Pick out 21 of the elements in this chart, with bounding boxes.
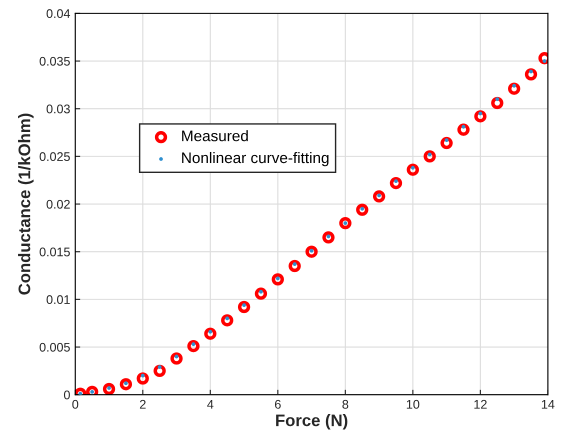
x-axis-title: Force (N) xyxy=(276,414,348,430)
legend-label: Measured xyxy=(182,130,248,142)
x-tick-label: 6 xyxy=(274,400,281,409)
x-tick-label: 2 xyxy=(140,400,146,409)
y-tick-label: 0.01 xyxy=(46,295,70,304)
y-tick-label: 0 xyxy=(64,390,70,400)
y-tick-label: 0.02 xyxy=(46,200,70,209)
x-tick-label: 12 xyxy=(474,400,487,409)
y-tick-label: 0.025 xyxy=(40,152,70,162)
x-tick-label: 14 xyxy=(542,400,554,409)
y-tick-label: 0.03 xyxy=(46,104,70,114)
y-tick-label: 0.035 xyxy=(40,56,70,66)
x-tick-label: 8 xyxy=(342,400,348,409)
x-tick-label: 10 xyxy=(406,400,420,409)
y-tick-label: 0.005 xyxy=(40,342,70,352)
y-tick-label: 0.015 xyxy=(40,248,70,256)
legend-label: Nonlinear curve-fitting xyxy=(182,152,328,166)
x-tick-label: 4 xyxy=(207,400,214,409)
y-axis-title: Conductance (1/kOhm) xyxy=(18,114,34,295)
x-tick-label: 0 xyxy=(72,400,78,409)
y-tick-label: 0.04 xyxy=(46,9,70,18)
